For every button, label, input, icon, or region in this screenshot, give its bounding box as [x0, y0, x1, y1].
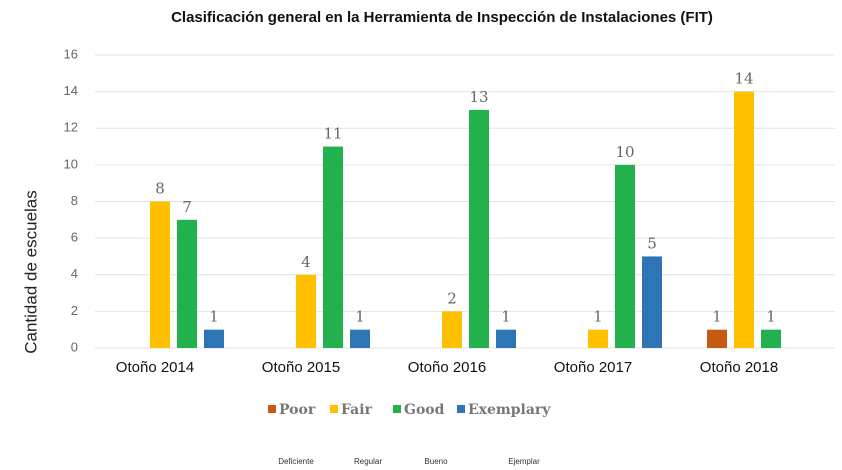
data-label: 1 [209, 308, 219, 326]
data-label: 8 [155, 180, 165, 198]
y-tick-label: 14 [64, 83, 78, 98]
legend-label: Fair [341, 402, 373, 418]
y-tick-label: 0 [71, 339, 78, 354]
data-label: 2 [447, 289, 457, 307]
bar [296, 274, 316, 348]
bar [734, 91, 754, 348]
y-tick-label: 16 [64, 46, 78, 61]
y-tick-label: 10 [64, 156, 78, 171]
x-tick-label: Otoño 2016 [408, 359, 486, 376]
y-tick-label: 2 [71, 303, 78, 318]
legend-translation: Deficiente [278, 457, 314, 466]
bar [642, 256, 662, 348]
bar [323, 146, 343, 348]
bar [150, 201, 170, 348]
y-tick-label: 8 [71, 193, 78, 208]
y-tick-label: 12 [64, 120, 78, 135]
bar [469, 109, 489, 348]
bar [707, 329, 727, 348]
bar [204, 329, 224, 348]
data-label: 10 [615, 143, 634, 161]
data-label: 14 [734, 70, 753, 88]
data-label: 13 [469, 88, 488, 106]
data-label: 4 [301, 253, 311, 271]
chart-title: Clasificación general en la Herramienta … [171, 9, 713, 26]
x-tick-label: Otoño 2015 [262, 359, 340, 376]
bar [496, 329, 516, 348]
legend-translation: Regular [354, 457, 382, 466]
bar [350, 329, 370, 348]
data-label: 1 [593, 308, 603, 326]
data-label: 1 [712, 308, 722, 326]
x-tick-label: Otoño 2017 [554, 359, 632, 376]
data-label: 7 [182, 198, 192, 216]
legend-label: Exemplary [468, 402, 551, 418]
bar [442, 311, 462, 348]
bar [588, 329, 608, 348]
legend-translation: Bueno [424, 457, 448, 466]
x-tick-label: Otoño 2014 [116, 359, 194, 376]
legend-label: Poor [279, 402, 316, 418]
legend-swatch [268, 405, 276, 413]
data-label: 11 [323, 125, 342, 143]
bar [615, 164, 635, 348]
legend-label: Good [404, 402, 445, 418]
legend-swatch [330, 405, 338, 413]
legend-translation: Ejemplar [508, 457, 540, 466]
legend-swatch [457, 405, 465, 413]
y-axis-label: Cantidad de escuelas [21, 190, 40, 354]
bar [761, 329, 781, 348]
x-tick-label: Otoño 2018 [700, 359, 778, 376]
data-label: 5 [647, 234, 657, 252]
y-tick-label: 4 [71, 266, 78, 281]
data-label: 1 [501, 308, 511, 326]
legend-swatch [393, 405, 401, 413]
y-tick-label: 6 [71, 230, 78, 245]
data-label: 1 [355, 308, 365, 326]
data-label: 1 [766, 308, 776, 326]
bar [177, 219, 197, 348]
